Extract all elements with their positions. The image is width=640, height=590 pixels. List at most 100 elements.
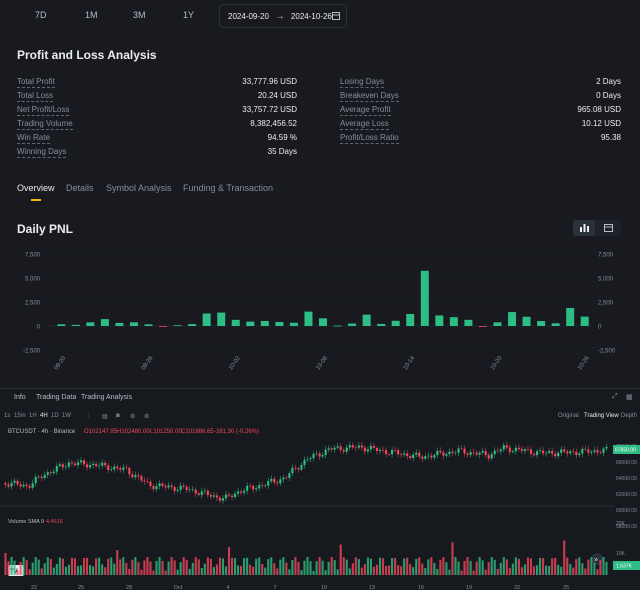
candle-body [104, 462, 107, 466]
pnl-bar[interactable] [173, 325, 182, 327]
panel-tab-trading-analysis[interactable]: Trading Analysis [81, 394, 133, 401]
pnl-bar[interactable] [202, 313, 211, 326]
candle-body [7, 484, 10, 487]
interval-4h[interactable]: 4H [40, 413, 48, 419]
pnl-bar[interactable] [231, 319, 240, 326]
volume-bar [191, 562, 194, 575]
interval-15m[interactable]: 15m [14, 413, 26, 419]
candle-body [303, 459, 306, 466]
indicators-icon[interactable]: ⫶ [88, 413, 90, 419]
range-1y-button[interactable]: 1Y [183, 10, 195, 20]
pnl-bar[interactable] [115, 322, 124, 326]
candle-body [212, 495, 215, 497]
pnl-bar[interactable] [478, 326, 487, 327]
pnl-bar[interactable] [71, 324, 80, 326]
pnl-bar[interactable] [217, 312, 226, 326]
expand-icon[interactable]: ⤢ [612, 393, 618, 400]
calendar-view-button[interactable] [597, 220, 619, 236]
tab-symbol-analysis[interactable]: Symbol Analysis [106, 183, 172, 193]
candle-body [246, 485, 249, 491]
volume-bar [569, 564, 572, 575]
candle-body [563, 449, 566, 452]
volume-bar [412, 567, 415, 575]
pnl-bar[interactable] [144, 324, 153, 326]
pnl-bar[interactable] [100, 319, 109, 326]
view-trading-view[interactable]: Trading View [584, 413, 619, 419]
pnl-bar[interactable] [435, 315, 444, 326]
bar-chart-view-button[interactable] [573, 220, 595, 236]
volume-bar [397, 565, 400, 575]
pnl-bar[interactable] [420, 270, 429, 326]
pnl-bar[interactable] [580, 316, 589, 326]
pnl-bar[interactable] [464, 319, 473, 326]
candle-body [261, 485, 264, 486]
pnl-bar[interactable] [551, 323, 560, 326]
pnl-bar[interactable] [86, 322, 95, 326]
candle-body [418, 452, 421, 457]
range-3m-button[interactable]: 3M [133, 10, 146, 20]
candle-body [427, 455, 430, 457]
volume-bar [339, 544, 342, 575]
interval-1h[interactable]: 1H [29, 413, 37, 419]
stat-label: Total Profit [17, 77, 55, 88]
volume-bar [7, 561, 10, 575]
candle-body [523, 449, 527, 452]
pnl-bar[interactable] [348, 323, 357, 326]
pnl-bar[interactable] [260, 321, 269, 326]
interval-1s[interactable]: 1s [4, 413, 11, 419]
candle-body [590, 451, 593, 453]
pnl-bar[interactable] [508, 312, 517, 326]
candle-body [146, 481, 149, 483]
settings-icon[interactable]: ⚙ [130, 414, 136, 420]
volume-bar [578, 557, 581, 575]
gear-icon[interactable]: ⚙ [144, 414, 150, 420]
pnl-bar[interactable] [57, 324, 66, 326]
pnl-bar[interactable] [188, 324, 197, 326]
pnl-bar[interactable] [129, 322, 138, 326]
tab-overview[interactable]: Overview [17, 183, 55, 193]
pnl-bar[interactable] [362, 314, 371, 326]
pnl-bar[interactable] [319, 318, 327, 326]
pnl-bar[interactable] [406, 314, 415, 326]
pnl-bar[interactable] [246, 321, 255, 326]
volume-bar [73, 558, 77, 575]
pnl-bar[interactable] [522, 316, 531, 326]
tab-details[interactable]: Details [66, 183, 94, 193]
volume-bar [315, 561, 318, 575]
chart-style-icon[interactable]: ▤ [102, 414, 108, 420]
interval-1d[interactable]: 1D [51, 413, 59, 419]
pnl-bar[interactable] [566, 307, 575, 326]
pnl-bar[interactable] [493, 322, 502, 326]
range-1m-button[interactable]: 1M [85, 10, 98, 20]
volume-bar [387, 565, 391, 575]
pnl-bar[interactable] [159, 326, 168, 327]
volume-bar [545, 565, 548, 575]
view-original[interactable]: Original [558, 413, 579, 419]
panel-tab-trading-data[interactable]: Trading Data [36, 394, 77, 401]
pnl-bar[interactable] [333, 325, 342, 327]
ohlc-low: L101250.00 [150, 429, 182, 435]
pnl-bar[interactable] [391, 320, 400, 326]
tab-funding-transaction[interactable]: Funding & Transaction [183, 183, 274, 193]
pnl-bar[interactable] [377, 323, 386, 326]
pnl-bar[interactable] [289, 322, 298, 326]
candlestick-chart[interactable]: 70000.00 66000.00 64000.00 62000.00 6000… [0, 439, 640, 590]
view-depth[interactable]: Depth [621, 413, 638, 419]
range-7d-button[interactable]: 7D [35, 10, 47, 20]
volume-bar [466, 557, 469, 575]
panel-tab-info[interactable]: Info [14, 394, 26, 401]
volume-bar [309, 561, 312, 575]
daily-pnl-title: Daily PNL [17, 222, 74, 236]
grid-layout-icon[interactable]: ▦ [626, 394, 633, 401]
camera-icon[interactable]: ◙ [116, 413, 120, 419]
volume-bar [415, 558, 418, 575]
pnl-bar[interactable] [449, 317, 458, 326]
pnl-bar[interactable] [304, 311, 313, 326]
date-range-picker[interactable]: 2024-09-20 → 2024-10-26 [219, 4, 347, 28]
pnl-bar[interactable] [537, 321, 546, 326]
date-start: 2024-09-20 [228, 11, 269, 21]
volume-bar [448, 569, 451, 575]
interval-1w[interactable]: 1W [62, 413, 71, 419]
volume-bar [279, 559, 282, 575]
pnl-bar[interactable] [275, 321, 284, 326]
